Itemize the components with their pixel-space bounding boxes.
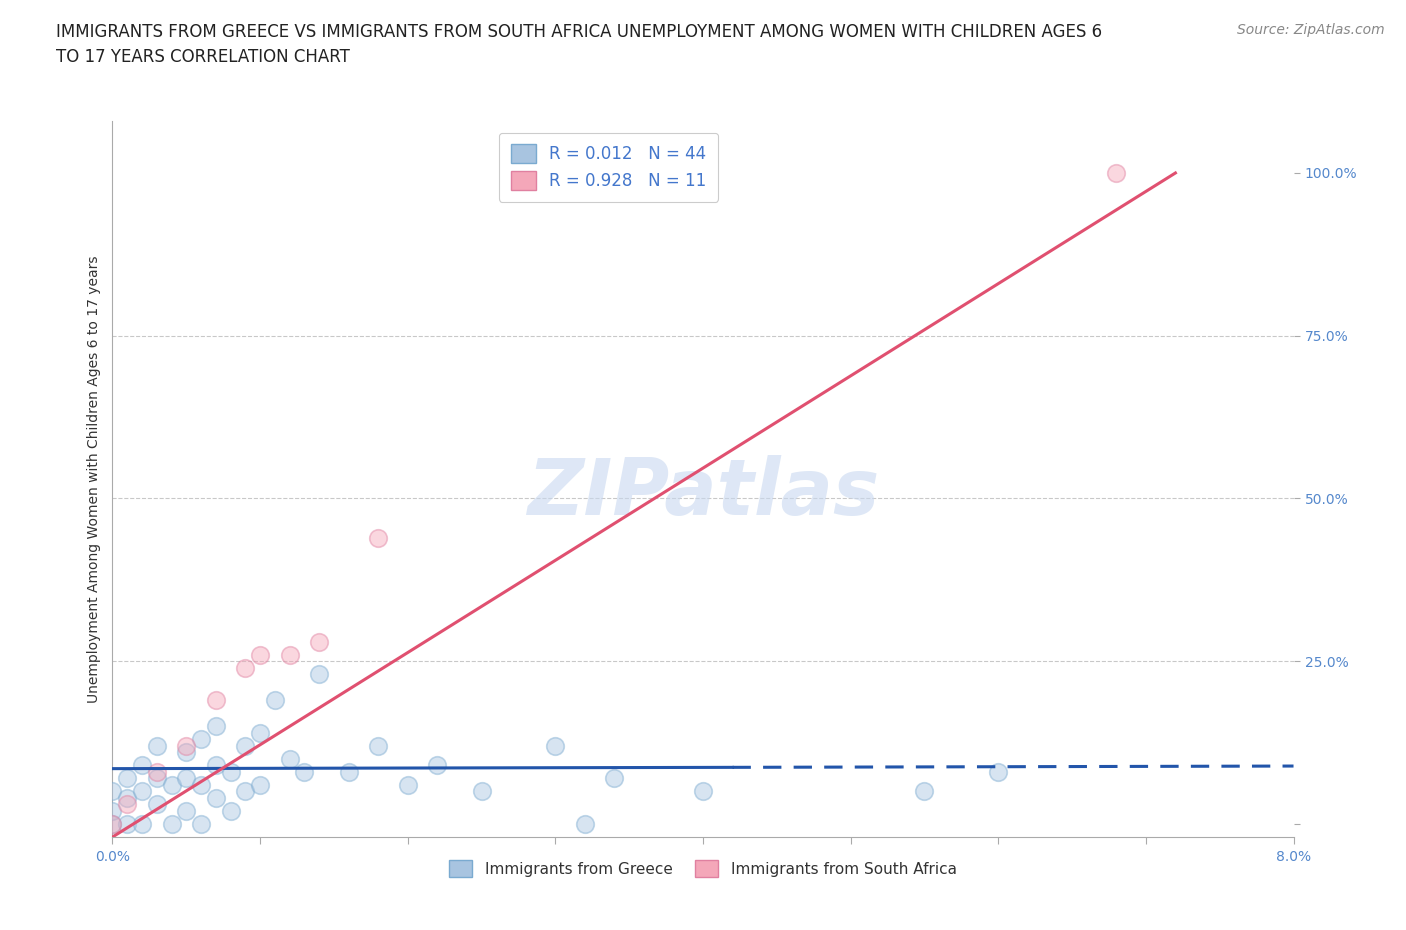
Point: [174, 771, 197, 786]
Point: [308, 634, 330, 649]
Point: [117, 790, 138, 805]
Point: [146, 738, 169, 753]
Point: [117, 797, 138, 812]
Point: [205, 758, 228, 773]
Point: [233, 784, 256, 799]
Point: [101, 817, 124, 831]
Point: [101, 817, 124, 831]
Point: [292, 764, 315, 779]
Point: [205, 693, 228, 708]
Point: [987, 764, 1010, 779]
Point: [544, 738, 567, 753]
Point: [1105, 166, 1128, 180]
Point: [101, 784, 124, 799]
Point: [160, 817, 183, 831]
Point: [146, 771, 169, 786]
Point: [190, 732, 212, 747]
Point: [205, 719, 228, 734]
Point: [190, 817, 212, 831]
Y-axis label: Unemployment Among Women with Children Ages 6 to 17 years: Unemployment Among Women with Children A…: [87, 255, 101, 703]
Point: [278, 647, 301, 662]
Point: [233, 738, 256, 753]
Point: [233, 660, 256, 675]
Text: Source: ZipAtlas.com: Source: ZipAtlas.com: [1237, 23, 1385, 37]
Point: [471, 784, 494, 799]
Point: [367, 530, 389, 545]
Text: IMMIGRANTS FROM GREECE VS IMMIGRANTS FROM SOUTH AFRICA UNEMPLOYMENT AMONG WOMEN : IMMIGRANTS FROM GREECE VS IMMIGRANTS FRO…: [56, 23, 1102, 66]
Point: [146, 764, 169, 779]
Point: [367, 738, 389, 753]
Text: ZIPatlas: ZIPatlas: [527, 456, 879, 531]
Point: [603, 771, 626, 786]
Point: [190, 777, 212, 792]
Point: [692, 784, 714, 799]
Point: [117, 817, 138, 831]
Point: [146, 797, 169, 812]
Point: [205, 790, 228, 805]
Point: [308, 667, 330, 682]
Point: [131, 784, 153, 799]
Point: [574, 817, 596, 831]
Point: [914, 784, 936, 799]
Point: [117, 771, 138, 786]
Point: [174, 738, 197, 753]
Point: [174, 804, 197, 818]
Point: [219, 764, 242, 779]
Point: [337, 764, 360, 779]
Point: [426, 758, 449, 773]
Point: [249, 777, 271, 792]
Point: [101, 804, 124, 818]
Point: [278, 751, 301, 766]
Point: [160, 777, 183, 792]
Point: [174, 745, 197, 760]
Point: [249, 725, 271, 740]
Point: [396, 777, 419, 792]
Point: [131, 817, 153, 831]
Point: [264, 693, 287, 708]
Legend: Immigrants from Greece, Immigrants from South Africa: Immigrants from Greece, Immigrants from …: [443, 854, 963, 883]
Point: [219, 804, 242, 818]
Point: [131, 758, 153, 773]
Point: [249, 647, 271, 662]
